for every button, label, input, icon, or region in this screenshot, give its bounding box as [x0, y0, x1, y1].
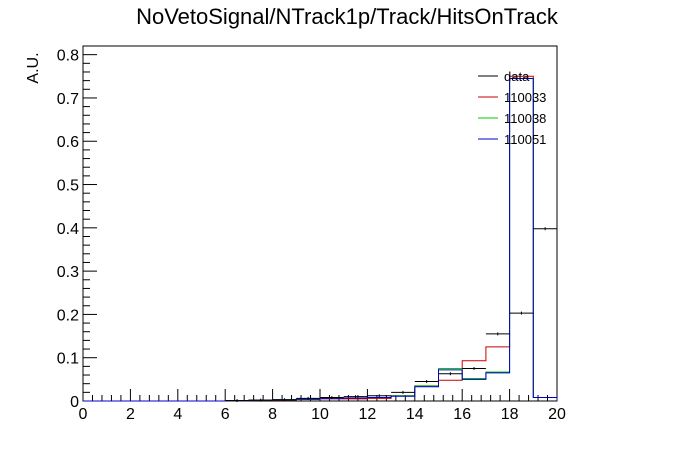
y-tick-label: 0.5 [57, 178, 79, 195]
series-110033-line [83, 75, 558, 402]
y-tick-label: 0.6 [57, 134, 79, 151]
x-tick-label: 16 [453, 406, 471, 423]
y-tick-label: 0.4 [57, 221, 79, 238]
y-axis-label: A.U. [25, 52, 42, 83]
x-tick-label: 12 [359, 406, 377, 423]
y-tick-label: 0.8 [57, 48, 79, 65]
legend-entry-label: 110033 [504, 90, 546, 105]
x-tick-label: 18 [501, 406, 519, 423]
x-tick-label: 14 [406, 406, 424, 423]
y-tick-label: 0 [70, 394, 79, 411]
x-tick-label: 6 [221, 406, 230, 423]
y-tick-label: 0.7 [57, 91, 79, 108]
chart-title: NoVetoSignal/NTrack1p/Track/HitsOnTrack [136, 4, 559, 29]
x-tick-label: 20 [548, 406, 566, 423]
legend-entry-label: 110051 [504, 132, 546, 147]
y-tick-label: 0.2 [57, 307, 79, 324]
y-tick-label: 0.3 [57, 264, 79, 281]
x-tick-label: 2 [126, 406, 135, 423]
legend-entry-label: 110038 [504, 111, 546, 126]
plot-area: 0 2 4 6 8 10 12 14 16 18 20 0 0.1 0.2 0.3 0.4 0.5 0.6 0.7 0… [57, 45, 566, 423]
x-tick-label: 4 [173, 406, 182, 423]
x-tick-label: 10 [311, 406, 329, 423]
legend-entry-label: data [504, 69, 530, 84]
x-tick-label: 8 [268, 406, 277, 423]
x-tick-label: 0 [79, 406, 88, 423]
y-tick-label: 0.1 [57, 351, 79, 368]
